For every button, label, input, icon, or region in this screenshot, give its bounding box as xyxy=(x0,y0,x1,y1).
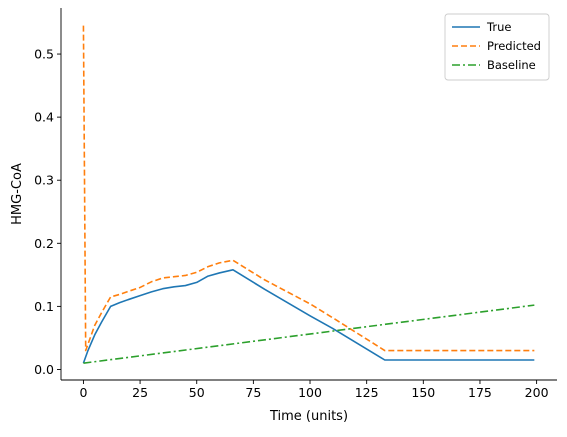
y-tick-label: 0.2 xyxy=(34,236,54,251)
x-tick-label: 25 xyxy=(132,385,148,400)
x-axis-label: Time (units) xyxy=(269,409,348,424)
y-tick-label: 0.0 xyxy=(34,362,54,377)
y-tick-label: 0.5 xyxy=(34,47,54,62)
x-tick-label: 175 xyxy=(468,385,492,400)
legend: True Predicted Baseline xyxy=(444,13,550,81)
x-tick-label: 125 xyxy=(355,385,379,400)
legend-label-baseline: Baseline xyxy=(487,58,536,72)
x-tick-label: 100 xyxy=(298,385,322,400)
plot-area xyxy=(82,25,535,364)
legend-box xyxy=(444,13,550,81)
legend-label-true: True xyxy=(486,20,511,34)
x-tick-label: 75 xyxy=(245,385,261,400)
axes: 0 25 50 75 100 125 150 175 200 0.0 0.1 0.2 0.3 0.4 0.5… xyxy=(10,8,557,424)
x-tick-label: 0 xyxy=(79,385,87,400)
x-tick-label: 150 xyxy=(411,385,435,400)
x-tick-label: 50 xyxy=(189,385,205,400)
series-line-baseline xyxy=(83,304,535,364)
series-line-predicted xyxy=(82,25,535,352)
series-line-true xyxy=(82,268,535,364)
y-tick-label: 0.4 xyxy=(34,110,54,125)
y-tick-label: 0.1 xyxy=(34,299,54,314)
y-tick-label: 0.3 xyxy=(34,173,54,188)
x-tick-label: 200 xyxy=(525,385,549,400)
y-axis-label: HMG-CoA xyxy=(10,163,25,225)
legend-label-predicted: Predicted xyxy=(487,39,541,53)
